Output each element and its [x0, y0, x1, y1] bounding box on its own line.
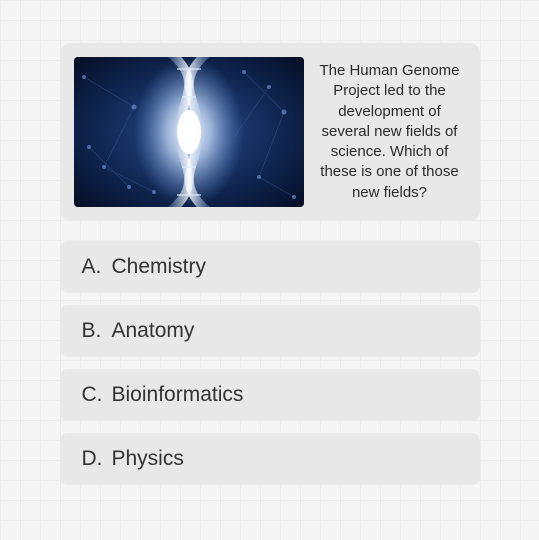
answer-option-c[interactable]: C. Bioinformatics — [60, 369, 480, 421]
answer-letter: A. — [82, 255, 106, 279]
answer-letter: C. — [82, 383, 106, 407]
answer-label: Physics — [112, 447, 184, 471]
question-image-dna — [74, 57, 304, 207]
answer-option-b[interactable]: B. Anatomy — [60, 305, 480, 357]
answer-letter: D. — [82, 447, 106, 471]
answer-label: Chemistry — [112, 255, 207, 279]
answer-letter: B. — [82, 319, 106, 343]
answer-option-a[interactable]: A. Chemistry — [60, 241, 480, 293]
question-text: The Human Genome Project led to the deve… — [314, 57, 466, 207]
answer-label: Bioinformatics — [112, 383, 244, 407]
answer-label: Anatomy — [112, 319, 195, 343]
answer-option-d[interactable]: D. Physics — [60, 433, 480, 485]
question-card: The Human Genome Project led to the deve… — [60, 43, 480, 221]
quiz-container: The Human Genome Project led to the deve… — [60, 43, 480, 497]
